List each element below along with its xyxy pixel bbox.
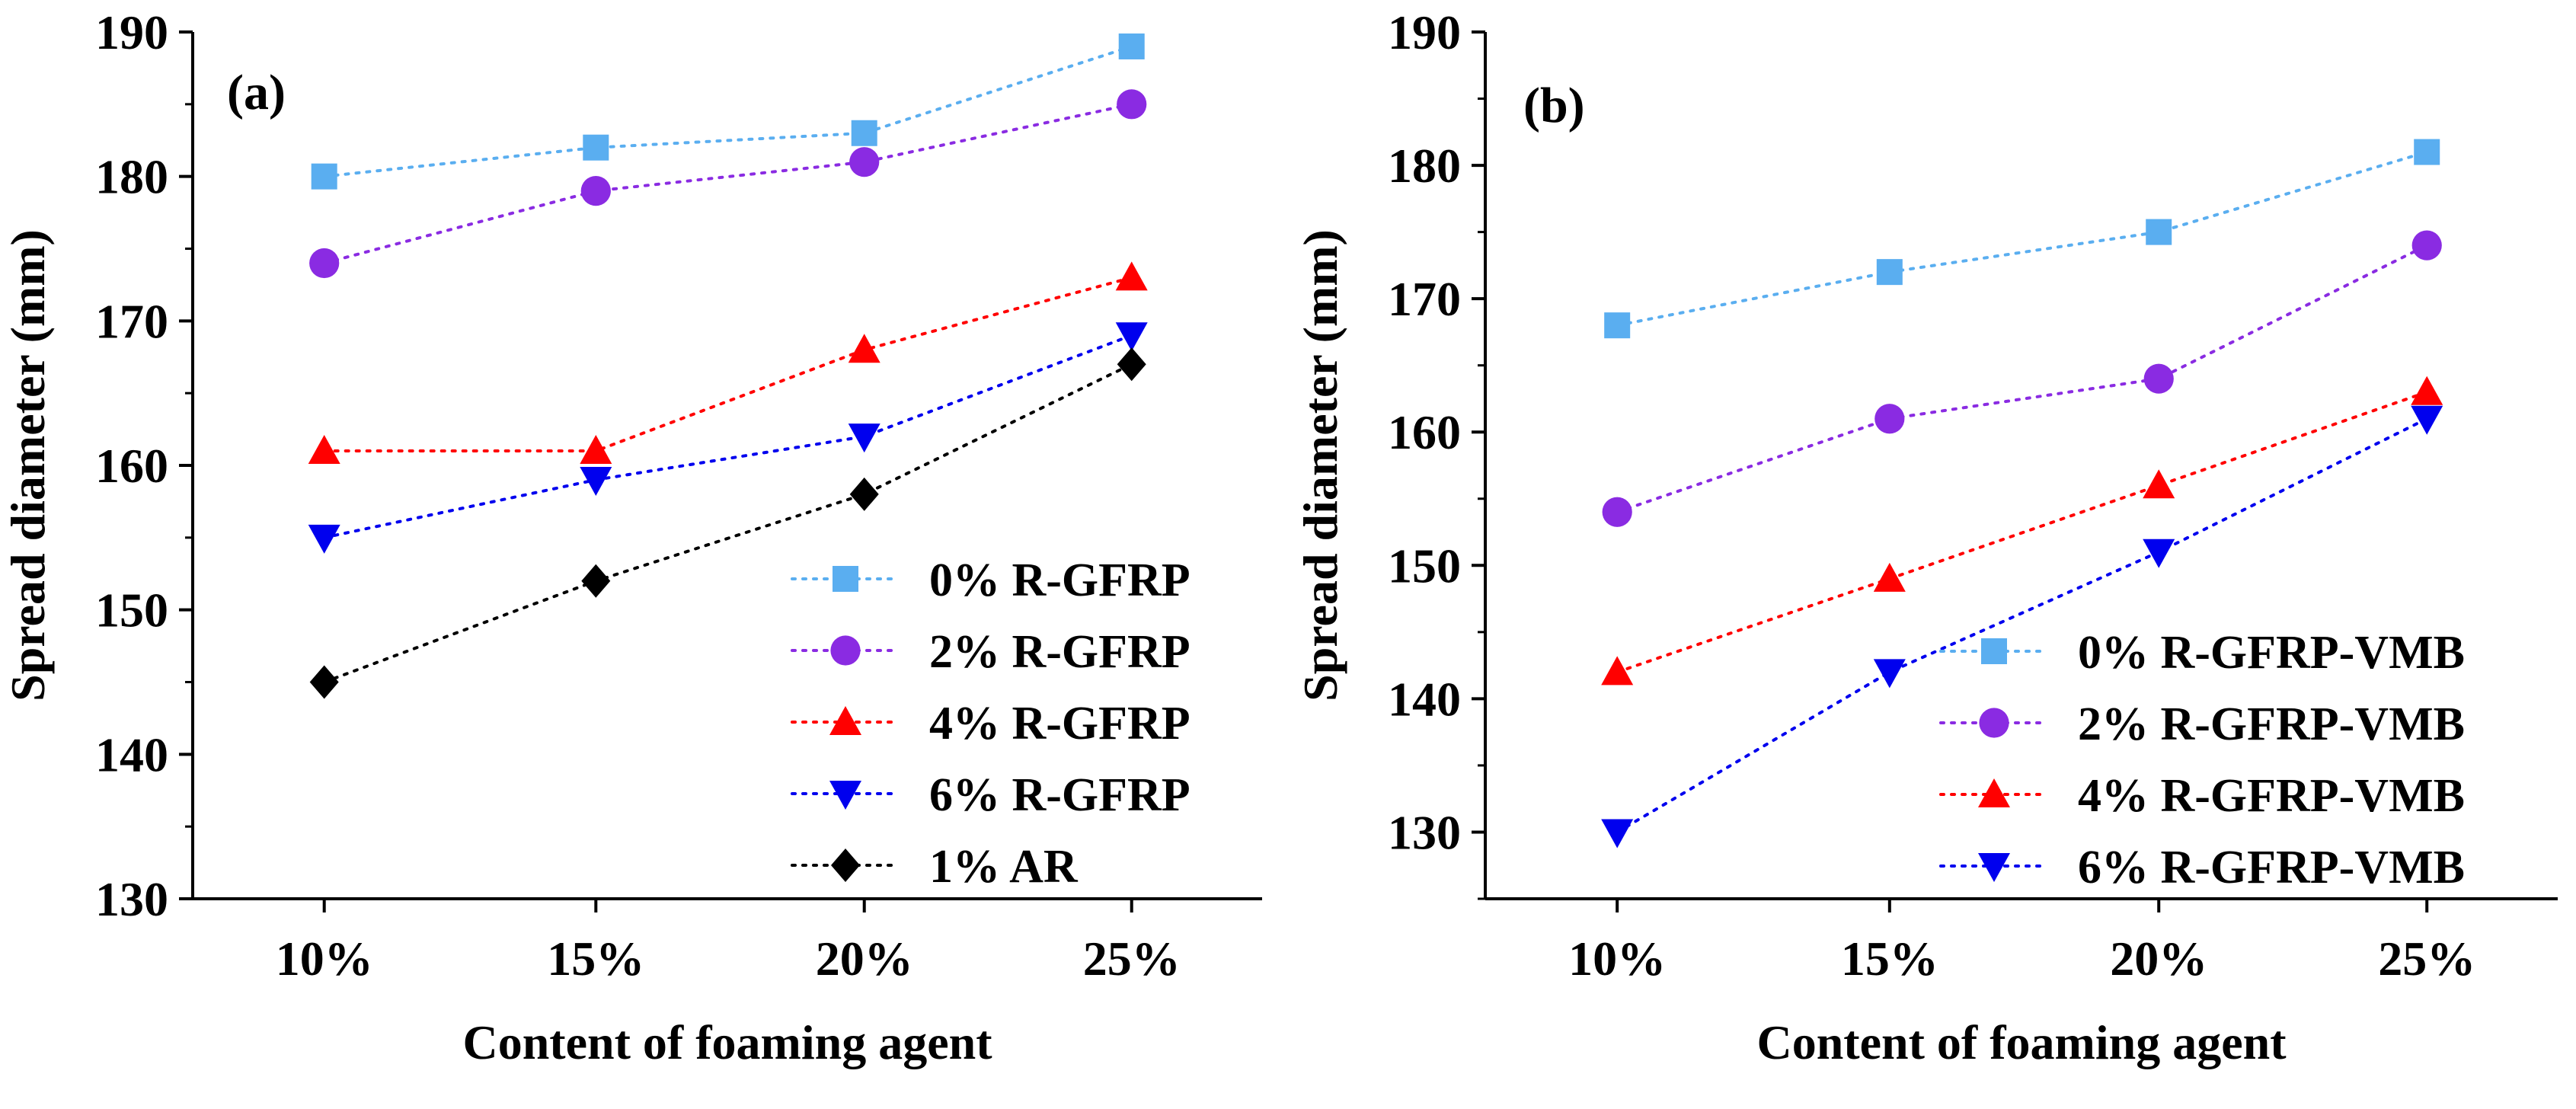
panel-label: (a) [227, 65, 286, 120]
data-point-s4-3 [1117, 347, 1146, 382]
data-point-s1-0 [1602, 497, 1632, 527]
data-point-s0-0 [1604, 312, 1631, 339]
y-tick-label: 130 [1388, 805, 1461, 859]
panel-label: (b) [1523, 78, 1585, 133]
data-point-s1-2 [2143, 363, 2174, 394]
data-point-s0-3 [1118, 33, 1145, 59]
data-point-s1-2 [849, 147, 880, 177]
data-point-s2-2 [848, 334, 881, 363]
legend-marker-0 [1981, 638, 2007, 664]
series-line-0 [1616, 150, 2429, 328]
data-point-s3-1 [580, 466, 612, 496]
data-point-s3-3 [2411, 405, 2443, 435]
y-tick-label: 150 [95, 583, 168, 638]
data-point-s1-1 [1874, 404, 1905, 434]
data-point-s2-3 [2411, 376, 2443, 405]
y-tick-label: 130 [95, 872, 168, 926]
y-tick-label: 180 [1388, 139, 1461, 193]
data-point-s2-0 [1601, 656, 1634, 686]
x-tick-label: 10% [1568, 932, 1666, 986]
data-point-s0-3 [2414, 139, 2440, 165]
x-axis-title: Content of foaming agent [1756, 1015, 2287, 1069]
legend-label-1: 2% R-GFRP-VMB [2078, 698, 2465, 750]
legend-label-0: 0% R-GFRP-VMB [2078, 627, 2465, 679]
y-axis-title: Spread diameter (mm) [1, 229, 55, 702]
data-point-s3-0 [1601, 819, 1634, 849]
legend-label-3: 6% R-GFRP-VMB [2078, 842, 2465, 893]
data-point-s2-0 [308, 435, 340, 465]
y-tick-label: 160 [1388, 405, 1461, 459]
data-point-s3-3 [1115, 322, 1148, 352]
data-point-s1-1 [580, 176, 611, 206]
series-line-3 [322, 334, 1133, 539]
legend-marker-1 [830, 635, 861, 666]
data-point-s4-1 [581, 564, 611, 598]
y-tick-label: 170 [1388, 272, 1461, 326]
data-point-s3-2 [2143, 539, 2175, 568]
x-tick-label: 10% [276, 932, 373, 986]
data-point-s2-2 [2143, 469, 2175, 499]
series-line-2 [322, 276, 1133, 453]
legend-label-3: 6% R-GFRP [929, 769, 1191, 821]
panel-a: 130 140 150 160 170 180 190 10% 15% 20% 25% Content… [1, 5, 1262, 1069]
legend-marker-0 [833, 566, 858, 592]
data-point-s2-1 [1873, 562, 1906, 592]
legend-label-1: 2% R-GFRP [929, 626, 1191, 678]
data-point-s4-0 [309, 665, 339, 699]
series-line-3 [1616, 417, 2429, 834]
data-point-s1-3 [1117, 89, 1147, 120]
y-tick-label: 160 [95, 439, 168, 493]
y-tick-label: 170 [95, 294, 168, 348]
y-tick-label: 190 [95, 5, 168, 59]
x-tick-label: 25% [2378, 932, 2475, 986]
data-point-s2-3 [1115, 261, 1148, 291]
data-point-s0-2 [851, 120, 877, 146]
data-point-s1-3 [2411, 230, 2442, 260]
x-tick-label: 15% [1841, 932, 1938, 986]
y-tick-label: 180 [95, 150, 168, 204]
y-axis-title: Spread diameter (mm) [1293, 229, 1347, 702]
legend-marker-2 [1978, 778, 2010, 807]
legend-label-4: 1% AR [929, 841, 1079, 893]
series-line-1 [322, 102, 1133, 265]
data-point-s3-2 [848, 423, 881, 453]
data-point-s0-2 [2146, 219, 2172, 245]
data-point-s4-2 [849, 477, 879, 511]
data-point-s3-1 [1873, 659, 1906, 689]
data-point-s0-1 [583, 134, 609, 161]
x-axis-title: Content of foaming agent [462, 1015, 992, 1069]
legend-marker-3 [829, 781, 861, 810]
data-point-s1-0 [309, 248, 340, 279]
data-point-s3-0 [308, 524, 340, 554]
y-tick-label: 140 [95, 727, 168, 781]
x-tick-label: 20% [2110, 932, 2207, 986]
legend-label-2: 4% R-GFRP-VMB [2078, 770, 2465, 822]
legend-label-2: 4% R-GFRP [929, 698, 1191, 749]
x-tick-label: 25% [1083, 932, 1181, 986]
x-tick-label: 20% [816, 932, 913, 986]
data-point-s2-1 [580, 435, 612, 465]
legend-marker-1 [1979, 708, 2009, 738]
series-line-1 [1616, 244, 2429, 514]
y-tick-label: 150 [1388, 539, 1461, 593]
x-tick-label: 15% [547, 932, 644, 986]
legend-label-0: 0% R-GFRP [929, 554, 1191, 606]
series-line-2 [1616, 390, 2429, 674]
data-point-s0-0 [311, 163, 337, 190]
legend-marker-2 [829, 706, 861, 735]
y-tick-label: 140 [1388, 672, 1461, 726]
legend-marker-4 [831, 849, 860, 882]
y-tick-label: 190 [1388, 5, 1461, 59]
panel-b: 130 140 150 160 170 180 190 10% 15% 20% 25% Content… [1293, 5, 2558, 1069]
legend-marker-3 [1978, 853, 2010, 882]
data-point-s0-1 [1876, 259, 1903, 286]
series-line-4 [322, 363, 1133, 684]
series-line-0 [322, 44, 1133, 178]
